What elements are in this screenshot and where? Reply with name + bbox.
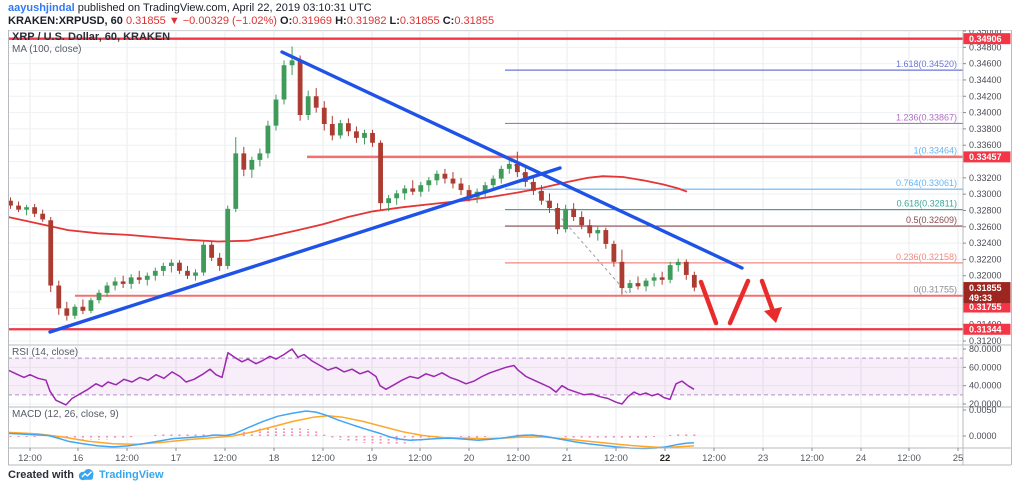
svg-text:0.236(0.32158): 0.236(0.32158) — [896, 252, 957, 262]
svg-text:0.34400: 0.34400 — [969, 75, 1002, 85]
svg-text:18: 18 — [269, 453, 280, 464]
svg-text:20: 20 — [464, 453, 475, 464]
svg-text:1(0.33464): 1(0.33464) — [913, 145, 957, 155]
svg-text:0.32000: 0.32000 — [969, 271, 1002, 281]
svg-text:0.31755: 0.31755 — [969, 302, 1002, 312]
svg-text:21: 21 — [562, 453, 573, 464]
svg-text:49:33: 49:33 — [969, 293, 992, 303]
svg-text:0.764(0.33061): 0.764(0.33061) — [896, 178, 957, 188]
svg-text:19: 19 — [367, 453, 378, 464]
footer-attribution: Created with TradingView — [8, 468, 164, 481]
svg-text:12:00: 12:00 — [213, 453, 237, 464]
svg-text:23: 23 — [758, 453, 769, 464]
publish-info: aayushjindal published on TradingView.co… — [8, 2, 372, 15]
price-change: ▼ −0.00329 (−1.02%) — [168, 15, 277, 27]
last-price: 0.31855 — [125, 15, 166, 27]
svg-text:12:00: 12:00 — [604, 453, 628, 464]
svg-text:1.618(0.34520): 1.618(0.34520) — [896, 59, 957, 69]
created-with-label: Created with — [8, 468, 75, 481]
svg-text:0.31344: 0.31344 — [969, 324, 1002, 334]
svg-text:12:00: 12:00 — [897, 453, 921, 464]
svg-text:0.33200: 0.33200 — [969, 173, 1002, 183]
ohlc-low: L:0.31855 — [389, 15, 440, 27]
svg-text:17: 17 — [171, 453, 182, 464]
svg-text:0.34000: 0.34000 — [969, 108, 1002, 118]
svg-text:0.32200: 0.32200 — [969, 254, 1002, 264]
ohlc-high: H:0.31982 — [335, 15, 387, 27]
svg-text:0.0050: 0.0050 — [969, 405, 997, 415]
svg-text:0.31200: 0.31200 — [969, 336, 1002, 346]
svg-text:12:00: 12:00 — [800, 453, 824, 464]
chart-canvas[interactable]: 1.618(0.34520) 1.236(0.33867) 1(0.33464) 0.… — [7, 26, 1012, 466]
ohlc-close: C:0.31855 — [442, 15, 495, 27]
svg-text:0.33457: 0.33457 — [969, 152, 1002, 162]
svg-text:12:00: 12:00 — [506, 453, 530, 464]
symbol-name: KRAKEN:XRPUSD, 60 — [8, 15, 123, 27]
svg-text:12:00: 12:00 — [311, 453, 335, 464]
svg-text:0(0.31755): 0(0.31755) — [913, 285, 957, 295]
svg-text:12:00: 12:00 — [115, 453, 139, 464]
author-link[interactable]: aayushjindal — [8, 2, 75, 14]
svg-text:0.33000: 0.33000 — [969, 189, 1002, 199]
svg-text:0.5(0.32609): 0.5(0.32609) — [906, 215, 957, 225]
svg-text:12:00: 12:00 — [18, 453, 42, 464]
svg-text:0.32800: 0.32800 — [969, 205, 1002, 215]
svg-text:0.31855: 0.31855 — [969, 283, 1002, 293]
publish-meta: published on TradingView.com, April 22, … — [74, 2, 372, 14]
svg-text:12:00: 12:00 — [408, 453, 432, 464]
svg-text:0.33600: 0.33600 — [969, 140, 1002, 150]
svg-text:0.34906: 0.34906 — [969, 34, 1002, 44]
svg-text:80.0000: 80.0000 — [969, 344, 1002, 354]
svg-text:0.32600: 0.32600 — [969, 222, 1002, 232]
svg-text:0.33800: 0.33800 — [969, 124, 1002, 134]
svg-text:24: 24 — [856, 453, 867, 464]
symbol-quote-line: KRAKEN:XRPUSD, 60 0.31855 ▼ −0.00329 (−1… — [8, 15, 494, 28]
svg-text:0.35000: 0.35000 — [969, 30, 1002, 36]
svg-text:12:00: 12:00 — [702, 453, 726, 464]
svg-text:0.618(0.32811): 0.618(0.32811) — [897, 199, 957, 209]
svg-text:0.34200: 0.34200 — [969, 91, 1002, 101]
svg-text:40.0000: 40.0000 — [969, 381, 1002, 391]
svg-text:0.32400: 0.32400 — [969, 238, 1002, 248]
svg-text:0.0000: 0.0000 — [969, 431, 997, 441]
tradingview-brand-link[interactable]: TradingView — [99, 468, 164, 481]
ohlc-open: O:0.31969 — [280, 15, 333, 27]
svg-text:1.236(0.33867): 1.236(0.33867) — [896, 112, 957, 122]
svg-text:22: 22 — [660, 453, 671, 464]
chart-area[interactable]: XRP / U.S. Dollar, 60, KRAKEN MA (100, c… — [7, 26, 1012, 466]
svg-text:0.34800: 0.34800 — [969, 42, 1002, 52]
svg-text:0.34600: 0.34600 — [969, 59, 1002, 69]
svg-text:16: 16 — [73, 453, 84, 464]
tradingview-logo-icon — [78, 469, 94, 481]
svg-text:20.0000: 20.0000 — [969, 399, 1002, 409]
svg-text:25: 25 — [953, 453, 964, 464]
svg-text:60.0000: 60.0000 — [969, 362, 1002, 372]
